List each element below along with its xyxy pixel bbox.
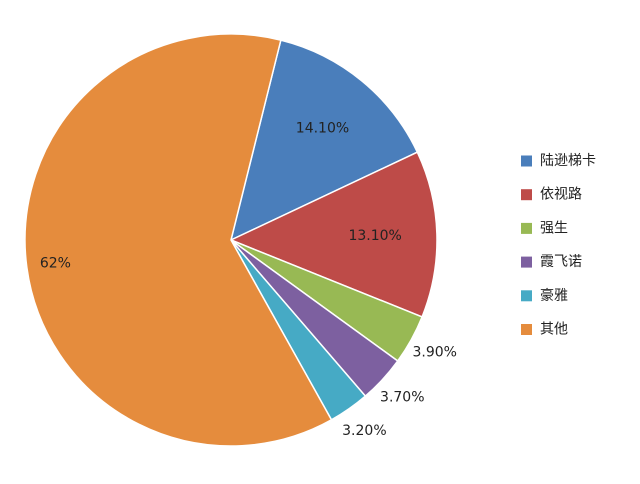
pie-slice (229, 151, 438, 318)
legend-label: 豪雅 (540, 288, 568, 304)
slice-label: 13.10% (348, 228, 401, 244)
legend-swatch (521, 189, 532, 201)
slice-label: 3.20% (342, 423, 386, 439)
legend-swatch (521, 324, 532, 335)
legend-label: 陆逊梯卡 (540, 153, 596, 169)
legend-swatch (521, 256, 532, 268)
legend-label: 依视路 (540, 187, 582, 203)
legend-label: 强生 (540, 220, 568, 236)
legend-label: 其他 (540, 322, 568, 338)
slice-label: 62% (40, 255, 71, 271)
slice-label: 3.70% (380, 390, 424, 406)
legend-label: 霞飞诺 (540, 254, 582, 270)
slice-label: 14.10% (296, 121, 349, 137)
legend-swatch (521, 222, 532, 234)
pie-slice (229, 39, 419, 242)
slice-label: 3.90% (412, 345, 456, 361)
legend-swatch (521, 290, 532, 302)
legend-swatch (521, 155, 532, 167)
pie-slice (24, 33, 333, 447)
